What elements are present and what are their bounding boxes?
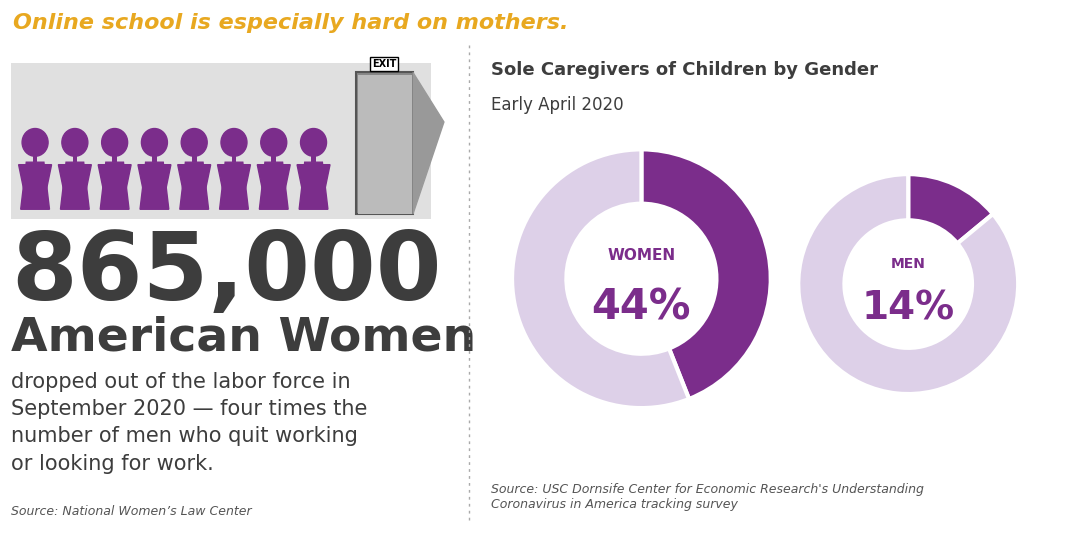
- Polygon shape: [218, 165, 225, 189]
- Polygon shape: [58, 165, 66, 189]
- Text: EXIT: EXIT: [372, 59, 397, 69]
- Polygon shape: [20, 162, 50, 209]
- Circle shape: [221, 129, 247, 157]
- Polygon shape: [44, 165, 52, 189]
- FancyBboxPatch shape: [72, 153, 78, 162]
- Polygon shape: [100, 162, 129, 209]
- Polygon shape: [60, 162, 89, 209]
- Polygon shape: [180, 162, 208, 209]
- Polygon shape: [178, 165, 185, 189]
- Circle shape: [301, 129, 327, 157]
- Text: WOMEN: WOMEN: [607, 248, 676, 263]
- Wedge shape: [512, 150, 689, 408]
- Circle shape: [181, 129, 207, 157]
- FancyBboxPatch shape: [11, 63, 431, 219]
- Polygon shape: [163, 165, 171, 189]
- Text: 44%: 44%: [592, 286, 691, 328]
- FancyBboxPatch shape: [312, 153, 316, 162]
- Polygon shape: [138, 165, 146, 189]
- FancyBboxPatch shape: [112, 153, 118, 162]
- Polygon shape: [124, 165, 132, 189]
- Polygon shape: [322, 165, 330, 189]
- FancyBboxPatch shape: [356, 72, 413, 214]
- Polygon shape: [260, 162, 288, 209]
- Text: MEN: MEN: [890, 257, 926, 271]
- Polygon shape: [298, 165, 305, 189]
- Polygon shape: [203, 165, 210, 189]
- Text: 865,000: 865,000: [11, 228, 441, 320]
- FancyBboxPatch shape: [358, 75, 412, 214]
- Circle shape: [61, 129, 88, 157]
- Wedge shape: [908, 174, 993, 243]
- FancyBboxPatch shape: [32, 153, 38, 162]
- Polygon shape: [258, 165, 265, 189]
- Circle shape: [141, 129, 167, 157]
- Polygon shape: [140, 162, 169, 209]
- FancyBboxPatch shape: [232, 153, 236, 162]
- Wedge shape: [641, 150, 771, 399]
- Polygon shape: [413, 72, 444, 214]
- Polygon shape: [18, 165, 26, 189]
- Circle shape: [22, 129, 49, 157]
- Polygon shape: [98, 165, 106, 189]
- Polygon shape: [282, 165, 290, 189]
- Circle shape: [261, 129, 287, 157]
- Text: Early April 2020: Early April 2020: [492, 96, 624, 114]
- Text: Source: USC Dornsife Center for Economic Research's Understanding
Coronavirus in: Source: USC Dornsife Center for Economic…: [492, 483, 924, 511]
- FancyBboxPatch shape: [272, 153, 276, 162]
- Text: 14%: 14%: [861, 289, 955, 327]
- Text: Sole Caregivers of Children by Gender: Sole Caregivers of Children by Gender: [492, 61, 879, 79]
- Polygon shape: [220, 162, 248, 209]
- FancyBboxPatch shape: [152, 153, 156, 162]
- Text: dropped out of the labor force in
September 2020 — four times the
number of men : dropped out of the labor force in Septem…: [11, 372, 368, 474]
- Polygon shape: [84, 165, 92, 189]
- FancyBboxPatch shape: [192, 153, 196, 162]
- Polygon shape: [243, 165, 250, 189]
- Polygon shape: [300, 162, 328, 209]
- Wedge shape: [799, 174, 1018, 394]
- Circle shape: [101, 129, 127, 157]
- Text: American Women: American Women: [11, 315, 476, 360]
- Text: Source: National Women’s Law Center: Source: National Women’s Law Center: [11, 505, 251, 518]
- Text: Online school is especially hard on mothers.: Online school is especially hard on moth…: [13, 13, 568, 33]
